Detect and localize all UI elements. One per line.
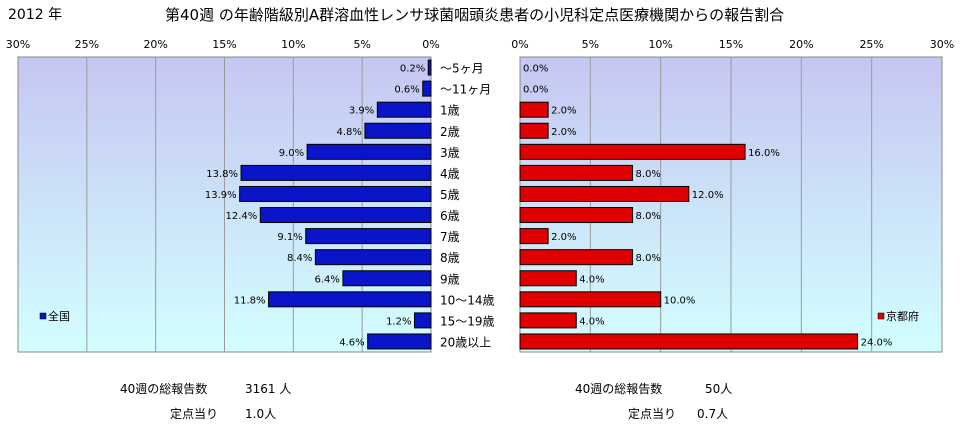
category-label: 6歳 (440, 209, 460, 223)
kyoto-bar (519, 101, 549, 118)
national-data-label: 0.6% (394, 85, 419, 96)
category-label: 7歳 (440, 230, 460, 244)
national-bar (422, 80, 432, 97)
national-tick-label: 20% (143, 38, 167, 51)
national-bar (305, 228, 432, 245)
left-total-label: 40週の総報告数 (120, 382, 208, 396)
kyoto-data-label: 8.0% (636, 253, 661, 264)
kyoto-data-label: 0.0% (523, 64, 548, 75)
national-data-label: 1.2% (386, 316, 411, 327)
national-data-label: 9.1% (277, 232, 302, 243)
kyoto-data-label: 8.0% (636, 169, 661, 180)
left-chart-national: 0% 5% 10% 15% 20% 25% 30% 0.2% 0.6% 3.9% 4.8% 9.0% 1… (6, 38, 495, 353)
national-bar (427, 59, 432, 76)
category-label: 5歳 (440, 188, 460, 202)
kyoto-bar (519, 333, 859, 350)
left-total-value: 3161 人 (245, 382, 292, 396)
national-bar (239, 185, 432, 202)
right-per-label: 定点当り (628, 407, 677, 421)
kyoto-data-label: 4.0% (579, 316, 604, 327)
page-title: 第40週 の年齢階級別A群溶血性レンサ球菌咽頭炎患者の小児科定点医療機関からの報… (165, 6, 785, 24)
kyoto-data-label: 2.0% (551, 232, 576, 243)
national-data-label: 11.8% (234, 295, 266, 306)
kyoto-data-label: 16.0% (748, 148, 780, 159)
kyoto-bar (519, 207, 634, 224)
national-bar (268, 291, 432, 308)
kyoto-tick-label: 0% (511, 38, 528, 51)
kyoto-bar (519, 270, 577, 287)
kyoto-data-label: 8.0% (636, 211, 661, 222)
kyoto-bar (519, 312, 577, 329)
kyoto-tick-label: 5% (582, 38, 599, 51)
national-data-label: 4.8% (337, 127, 362, 138)
left-per-value: 1.0人 (245, 407, 277, 421)
category-label: ～5ヶ月 (440, 62, 484, 76)
national-bar (306, 143, 432, 160)
category-label: 8歳 (440, 251, 460, 265)
right-total-label: 40週の総報告数 (575, 382, 663, 396)
kyoto-data-label: 10.0% (664, 295, 696, 306)
kyoto-bar (519, 228, 549, 245)
national-tick-label: 0% (422, 38, 439, 51)
national-data-label: 3.9% (349, 106, 374, 117)
kyoto-data-label: 24.0% (861, 337, 893, 348)
kyoto-tick-label: 10% (648, 38, 672, 51)
kyoto-bar (519, 122, 549, 139)
year-label: 2012 年 (8, 7, 63, 23)
category-label: 4歳 (440, 167, 460, 181)
kyoto-bar (519, 291, 662, 308)
national-bar (259, 207, 432, 224)
legend-label-national: 全国 (48, 309, 70, 323)
kyoto-tick-label: 15% (719, 38, 743, 51)
national-data-label: 13.9% (205, 190, 237, 201)
national-bar (376, 101, 432, 118)
right-total-value: 50人 (705, 382, 733, 396)
category-label: 9歳 (440, 272, 460, 286)
category-label: 1歳 (440, 104, 460, 118)
national-tick-label: 15% (212, 38, 236, 51)
left-per-label: 定点当り (170, 407, 219, 421)
kyoto-data-label: 12.0% (692, 190, 724, 201)
legend-label-kyoto: 京都府 (886, 309, 919, 323)
national-data-label: 9.0% (279, 148, 304, 159)
kyoto-tick-label: 30% (930, 38, 954, 51)
national-tick-label: 10% (281, 38, 305, 51)
kyoto-data-label: 0.0% (523, 85, 548, 96)
category-label: 20歳以上 (440, 335, 491, 349)
national-data-label: 0.2% (400, 64, 425, 75)
national-data-label: 6.4% (314, 274, 339, 285)
kyoto-bar (519, 249, 634, 266)
right-per-value: 0.7人 (697, 407, 729, 421)
national-bar (364, 122, 432, 139)
national-data-label: 4.6% (339, 337, 364, 348)
legend-swatch-national (39, 312, 47, 320)
national-bar (342, 270, 432, 287)
national-bar (314, 249, 432, 266)
kyoto-data-label: 4.0% (579, 274, 604, 285)
kyoto-data-label: 2.0% (551, 106, 576, 117)
national-tick-label: 5% (353, 38, 370, 51)
category-label: ～11ヶ月 (440, 83, 491, 97)
category-label: 3歳 (440, 146, 460, 160)
category-label: 2歳 (440, 125, 460, 139)
national-data-label: 12.4% (226, 211, 258, 222)
kyoto-bar (519, 164, 634, 181)
legend-swatch-kyoto (877, 312, 885, 320)
kyoto-data-label: 2.0% (551, 127, 576, 138)
national-data-label: 13.8% (206, 169, 238, 180)
national-tick-label: 25% (75, 38, 99, 51)
national-data-label: 8.4% (287, 253, 312, 264)
national-bar (413, 312, 432, 329)
kyoto-tick-label: 20% (789, 38, 813, 51)
kyoto-bar (519, 143, 746, 160)
right-chart-kyoto: 0% 5% 10% 15% 20% 25% 30%0.0%0.0%2.0%2.0%16.0%… (511, 38, 954, 353)
national-tick-label: 30% (6, 38, 30, 51)
kyoto-bar (519, 185, 690, 202)
category-label: 15～19歳 (440, 314, 495, 328)
kyoto-tick-label: 25% (859, 38, 883, 51)
national-bar (367, 333, 432, 350)
national-bar (240, 164, 432, 181)
category-label: 10～14歳 (440, 293, 495, 307)
